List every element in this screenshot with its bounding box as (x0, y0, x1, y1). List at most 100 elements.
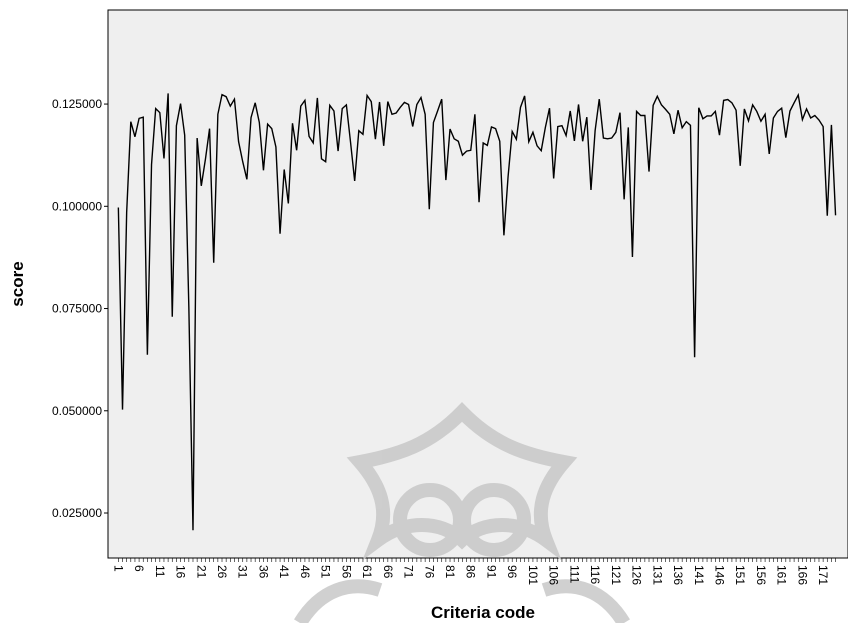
x-tick-label: 46 (298, 565, 312, 579)
data-point (511, 130, 513, 132)
data-point (561, 125, 563, 127)
data-point (233, 98, 235, 100)
data-point (159, 111, 161, 113)
data-point (320, 158, 322, 160)
x-tick-label: 16 (174, 565, 188, 579)
data-point (163, 157, 165, 159)
data-point (586, 116, 588, 118)
data-point (337, 150, 339, 152)
data-point (150, 163, 152, 165)
x-tick-label: 1 (111, 565, 125, 572)
data-point (706, 115, 708, 117)
data-point (262, 169, 264, 171)
data-point (229, 105, 231, 107)
data-point (358, 129, 360, 131)
data-point (789, 110, 791, 112)
data-point (797, 94, 799, 96)
x-tick-label: 51 (319, 565, 333, 579)
data-point (391, 113, 393, 115)
data-point (793, 102, 795, 104)
data-point (801, 118, 803, 120)
x-tick-label: 151 (733, 565, 747, 585)
data-point (279, 232, 281, 234)
data-point (275, 146, 277, 148)
x-tick-label: 146 (712, 565, 726, 585)
data-point (814, 114, 816, 116)
data-point (436, 110, 438, 112)
data-point (743, 108, 745, 110)
data-point (171, 316, 173, 318)
data-point (664, 108, 666, 110)
data-point (756, 110, 758, 112)
data-point (652, 104, 654, 106)
data-point (175, 125, 177, 127)
data-point (764, 113, 766, 115)
data-point (217, 113, 219, 115)
data-point (751, 104, 753, 106)
data-point (329, 104, 331, 106)
data-point (283, 168, 285, 170)
y-axis: 0.025000 0.050000 0.075000 0.100000 0.125000 (52, 97, 108, 520)
x-tick-label: 156 (754, 565, 768, 585)
x-tick-label: 166 (795, 565, 809, 585)
x-tick-label: 111 (567, 565, 581, 584)
data-point (552, 177, 554, 179)
data-point (602, 137, 604, 139)
data-point (125, 211, 127, 213)
data-point (300, 105, 302, 107)
data-point (287, 202, 289, 204)
data-point (474, 113, 476, 115)
data-point (494, 127, 496, 129)
x-tick-label: 36 (256, 565, 270, 579)
data-point (266, 123, 268, 125)
data-point (465, 150, 467, 152)
data-point (776, 110, 778, 112)
x-tick-label: 31 (236, 565, 250, 579)
data-point (382, 145, 384, 147)
data-point (345, 104, 347, 106)
data-point (689, 124, 691, 126)
y-tick-label: 0.050000 (52, 404, 102, 418)
data-point (453, 138, 455, 140)
data-point (432, 121, 434, 123)
data-point (544, 126, 546, 128)
data-point (121, 408, 123, 410)
data-point (478, 201, 480, 203)
watermark-emblem (294, 401, 630, 623)
x-tick-label: 136 (671, 565, 685, 585)
x-tick-label: 56 (339, 565, 353, 579)
data-point (204, 158, 206, 160)
x-tick-label: 126 (630, 565, 644, 585)
data-point (353, 180, 355, 182)
data-point (693, 356, 695, 358)
x-tick-label: 71 (402, 565, 416, 579)
data-point (138, 117, 140, 119)
data-point (250, 116, 252, 118)
data-point (822, 125, 824, 127)
data-point (324, 161, 326, 163)
data-point (146, 354, 148, 356)
data-point (503, 234, 505, 236)
data-point (213, 262, 215, 264)
x-tick-label: 161 (775, 565, 789, 585)
data-point (295, 149, 297, 151)
x-tick-label: 6 (132, 565, 146, 572)
data-point (648, 170, 650, 172)
data-point (366, 94, 368, 96)
data-point (532, 131, 534, 133)
x-tick-label: 81 (443, 565, 457, 579)
data-point (258, 121, 260, 123)
x-tick-label: 171 (816, 565, 830, 585)
data-point (271, 127, 273, 129)
data-point (627, 126, 629, 128)
data-point (548, 107, 550, 109)
x-tick-label: 26 (215, 565, 229, 579)
data-point (619, 111, 621, 113)
data-point (167, 92, 169, 94)
data-point (598, 98, 600, 100)
data-point (221, 93, 223, 95)
x-tick-label: 61 (360, 565, 374, 579)
data-point (507, 176, 509, 178)
data-point (154, 107, 156, 109)
